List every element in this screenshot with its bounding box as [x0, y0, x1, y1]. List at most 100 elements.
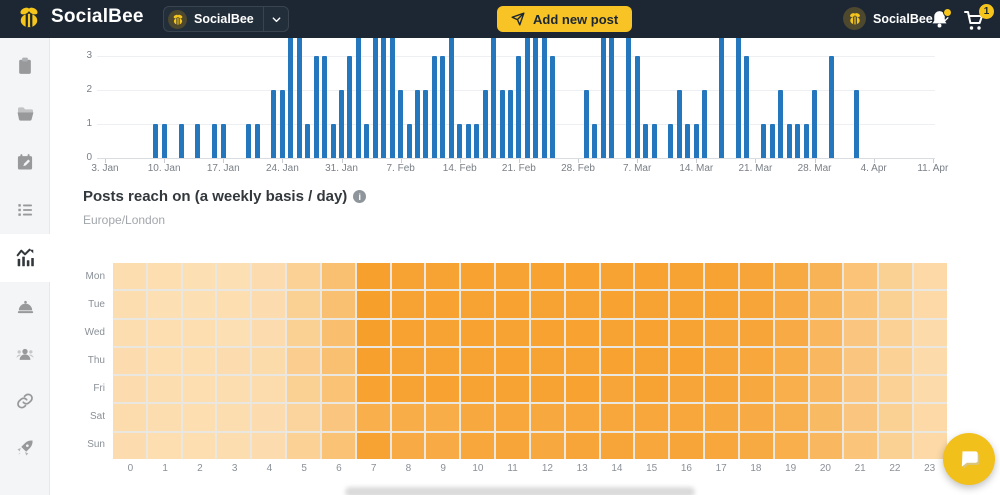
workspace-selector[interactable]: SocialBee	[163, 6, 289, 32]
sidebar-item-analytics[interactable]	[0, 234, 50, 282]
x-tick-label: 21. Mar	[738, 163, 773, 174]
cart-badge: 1	[979, 4, 994, 19]
chat-button[interactable]	[943, 433, 995, 485]
heatmap-cell	[844, 404, 878, 431]
heatmap-col-label: 12	[541, 463, 553, 474]
sidebar-item-categories[interactable]	[0, 90, 50, 138]
heatmap-cell	[600, 291, 634, 318]
timezone-label: Europe/London	[83, 213, 166, 227]
heatmap-cell	[147, 291, 181, 318]
bar	[507, 90, 513, 158]
heatmap-cell	[565, 404, 599, 431]
heatmap-col-label: 6	[336, 463, 342, 474]
x-tick-mark	[578, 159, 580, 163]
heatmap-cell	[565, 263, 599, 290]
sidebar-item-content[interactable]	[0, 42, 50, 90]
heatmap-cell	[600, 319, 634, 346]
calendar-icon	[17, 154, 33, 170]
horizontal-scrollbar[interactable]	[345, 487, 695, 495]
heatmap-cell	[461, 263, 495, 290]
bar	[279, 90, 285, 158]
bar	[719, 38, 725, 158]
heatmap-cell	[321, 347, 355, 375]
x-tick-mark	[164, 159, 166, 163]
bar	[795, 124, 801, 158]
reach-heatmap	[113, 263, 947, 459]
heatmap-cell	[426, 432, 460, 459]
section-title-text: Posts reach on (a weekly basis / day)	[83, 188, 348, 205]
heatmap-cell	[217, 404, 251, 431]
info-icon[interactable]: i	[353, 190, 367, 203]
rocket-icon	[17, 440, 33, 456]
bar	[533, 38, 539, 158]
heatmap-col-label: 16	[680, 463, 692, 474]
heatmap-cell	[287, 432, 320, 459]
sidebar-item-queue[interactable]	[0, 186, 50, 234]
heatmap-cell	[530, 263, 564, 290]
sidebar	[0, 38, 50, 495]
heatmap-cell	[809, 263, 843, 290]
heatmap-cell	[113, 319, 146, 346]
x-tick-label: 14. Mar	[679, 163, 714, 174]
heatmap-cell	[252, 263, 286, 290]
reach-section-title: Posts reach on (a weekly basis / day) i	[83, 188, 367, 205]
heatmap-cell	[635, 347, 669, 375]
heatmap-cell	[426, 319, 460, 346]
heatmap-cell	[670, 376, 704, 403]
x-tick-mark	[932, 159, 934, 163]
heatmap-cell	[705, 404, 738, 431]
sidebar-item-concierge[interactable]	[0, 283, 50, 331]
notifications-button[interactable]	[929, 8, 953, 32]
heatmap-cell	[391, 263, 425, 290]
cart-button[interactable]: 1	[962, 4, 994, 34]
bar	[634, 56, 640, 158]
bee-logo-icon	[20, 7, 38, 28]
heatmap-row-label: Sun	[87, 439, 105, 450]
x-tick-label: 10. Jan	[147, 163, 181, 174]
account-menu[interactable]: SocialBee	[843, 7, 950, 30]
bar	[305, 124, 311, 158]
heatmap-cell	[705, 432, 738, 459]
heatmap-cell	[496, 347, 529, 375]
heatmap-cell	[356, 376, 390, 403]
heatmap-cell	[565, 291, 599, 318]
bar	[592, 124, 598, 158]
x-tick-label: 4. Apr	[860, 163, 887, 174]
heatmap-cell	[809, 319, 843, 346]
heatmap-cell	[461, 319, 495, 346]
bar	[803, 124, 809, 158]
bar	[812, 90, 818, 158]
add-new-post-button[interactable]: Add new post	[497, 6, 633, 32]
heatmap-cell	[914, 404, 947, 431]
heatmap-cell	[565, 432, 599, 459]
heatmap-cell	[879, 347, 913, 375]
heatmap-cell	[844, 432, 878, 459]
bar	[609, 38, 615, 158]
heatmap-cell	[426, 347, 460, 375]
brand-logo[interactable]: SocialBee	[14, 4, 144, 30]
heatmap-cell	[635, 376, 669, 403]
heatmap-cell	[705, 347, 738, 375]
heatmap-cell	[252, 291, 286, 318]
sidebar-item-audience[interactable]	[0, 330, 50, 378]
heatmap-cell	[670, 432, 704, 459]
sidebar-item-schedule[interactable]	[0, 138, 50, 186]
x-tick-label: 24. Jan	[265, 163, 299, 174]
heatmap-cell	[600, 263, 634, 290]
heatmap-cell	[670, 291, 704, 318]
heatmap-cell	[809, 376, 843, 403]
heatmap-cell	[914, 432, 947, 459]
bar	[744, 56, 750, 158]
bar	[736, 38, 742, 158]
sidebar-item-growth[interactable]	[0, 424, 50, 472]
sidebar-item-links[interactable]	[0, 377, 50, 425]
bar	[786, 124, 792, 158]
heatmap-cell	[356, 432, 390, 459]
heatmap-col-label: 14	[611, 463, 623, 474]
bar	[212, 124, 218, 158]
bar	[769, 124, 775, 158]
bar	[271, 90, 277, 158]
bar	[457, 124, 463, 158]
x-tick-mark	[814, 159, 816, 163]
